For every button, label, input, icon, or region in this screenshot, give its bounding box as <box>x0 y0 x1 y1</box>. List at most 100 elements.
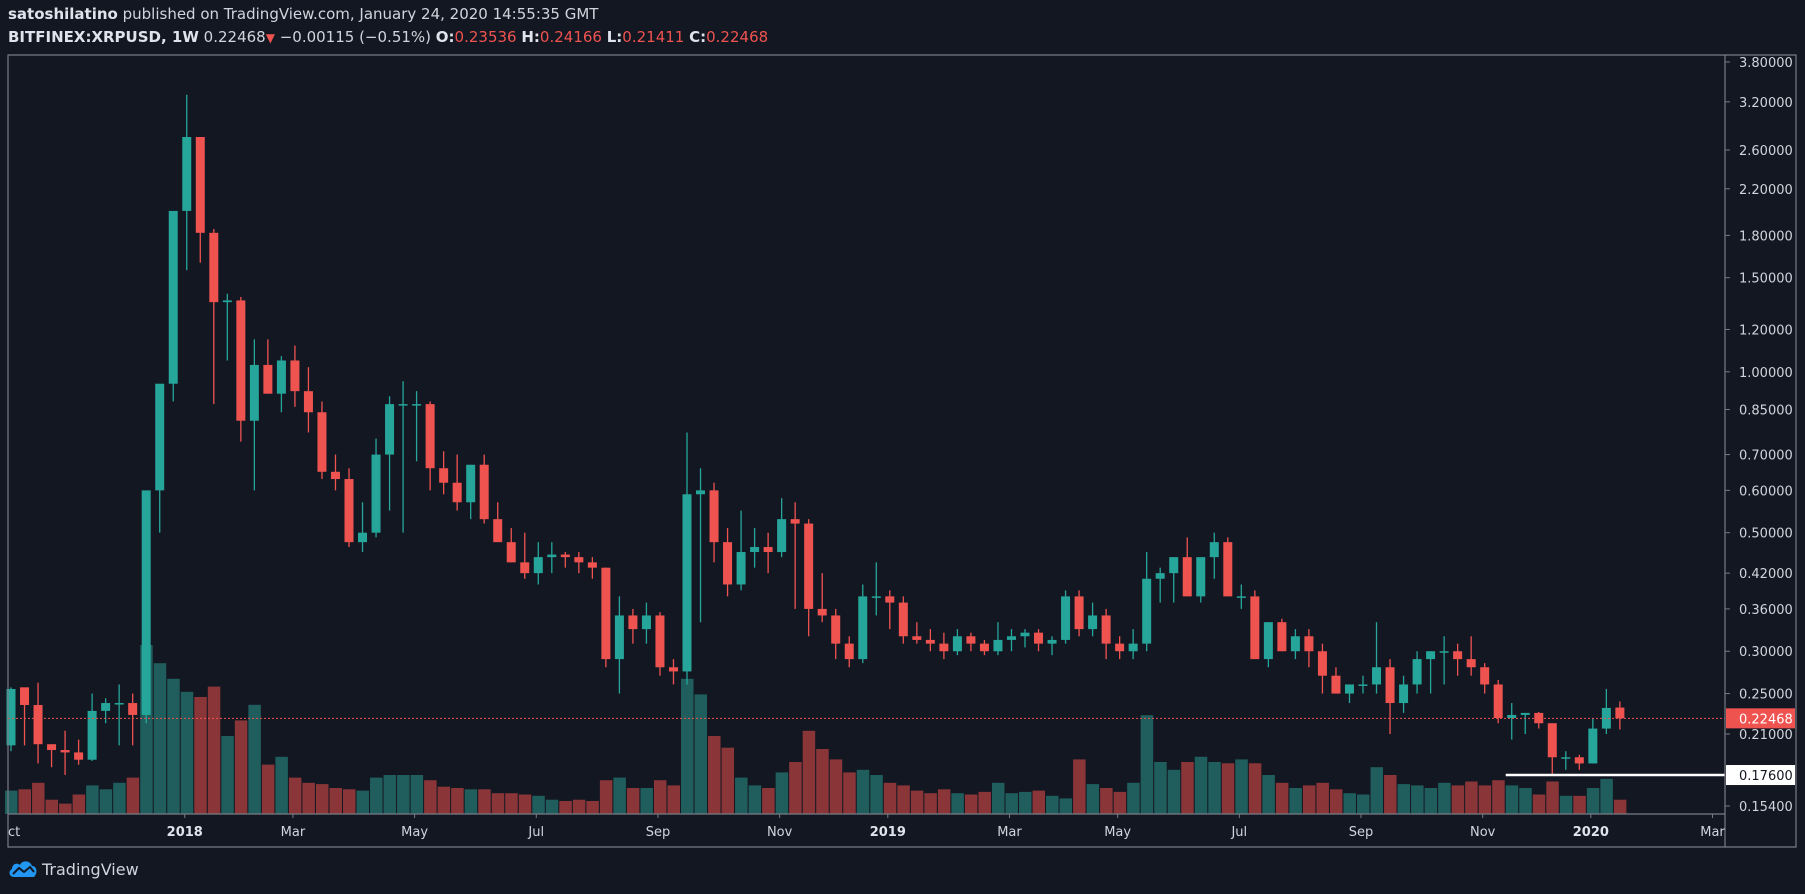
candle-body <box>385 404 395 455</box>
volume-bar <box>356 790 370 814</box>
volume-bars <box>5 645 1627 814</box>
last-price-label: 0.22468 <box>1739 712 1793 727</box>
symbol-legend: BITFINEX:XRPUSD, 1W 0.22468▼ −0.00115 (−… <box>8 28 768 46</box>
time-tick-label: Sep <box>1349 825 1374 840</box>
candle-body <box>1507 714 1517 719</box>
volume-bar <box>586 801 599 814</box>
time-tick-label: Jul <box>527 825 544 840</box>
tradingview-logo[interactable]: TradingView <box>8 859 139 879</box>
volume-bar <box>1221 763 1235 814</box>
volume-bar <box>762 788 775 814</box>
candle-body <box>709 490 719 543</box>
volume-bar <box>532 795 545 814</box>
candle-body <box>655 615 665 668</box>
support-price-label: 0.17600 <box>1739 769 1793 784</box>
candle-body <box>209 232 219 303</box>
candle-body <box>330 471 340 480</box>
candle-body <box>263 364 273 394</box>
low-value: 0.21411 <box>622 28 685 46</box>
price-lines <box>8 717 1725 777</box>
volume-bar <box>1586 788 1600 814</box>
candle-body <box>1101 615 1111 644</box>
candle-body <box>871 596 881 598</box>
volume-bar <box>59 803 72 814</box>
volume-bar <box>1600 778 1613 814</box>
candle-body <box>1061 596 1071 640</box>
volume-bar <box>1411 785 1424 814</box>
price-tick-label: 0.25000 <box>1739 688 1793 703</box>
candle-body <box>1601 707 1611 729</box>
volume-bar <box>978 791 991 814</box>
candle-body <box>1574 757 1584 764</box>
candle-body <box>1223 542 1233 597</box>
volume-bar <box>1370 767 1384 814</box>
volume-bar <box>1275 782 1289 814</box>
candle-body <box>1344 684 1354 694</box>
volume-bar <box>775 772 789 814</box>
candle-body <box>1385 667 1395 704</box>
volume-bar <box>1573 795 1586 814</box>
volume-bar <box>1140 715 1154 814</box>
candle-body <box>844 643 854 660</box>
volume-bar <box>748 785 762 814</box>
time-tick-label: May <box>401 825 428 840</box>
time-tick-label: Mar <box>281 825 306 840</box>
time-tick-label: Nov <box>1470 825 1496 840</box>
candle-body <box>371 454 381 533</box>
candle-body <box>1453 651 1463 660</box>
volume-bar <box>937 789 951 814</box>
volume-bar <box>816 749 829 814</box>
close-label: C: <box>689 28 707 46</box>
volume-bar <box>234 720 248 814</box>
candle-body <box>1182 557 1192 597</box>
volume-bar <box>370 777 383 814</box>
volume-bar <box>343 789 356 814</box>
volume-bar <box>1262 775 1275 814</box>
candle-body <box>1426 651 1436 660</box>
author-name[interactable]: satoshilatino <box>8 5 118 23</box>
volume-bar <box>613 777 626 814</box>
candle-body <box>723 542 733 585</box>
candle-body <box>1196 557 1206 597</box>
time-tick-label: Mar <box>1700 825 1725 840</box>
time-tick-label: Jul <box>1230 825 1247 840</box>
publish-info: satoshilatino published on TradingView.c… <box>8 5 598 23</box>
volume-bar <box>964 794 978 814</box>
volume-bar <box>1438 782 1451 814</box>
candle-body <box>777 519 787 553</box>
volume-bar <box>1384 775 1397 814</box>
axes: 3.80000 3.20000 2.60000 2.20000 1.80000 1.500… <box>7 54 1797 848</box>
price-tick-label: 0.21000 <box>1739 728 1793 743</box>
time-tick-label: ct <box>8 825 20 840</box>
candle-body <box>560 554 570 558</box>
volume-bar <box>194 697 207 814</box>
volume-bar <box>1316 782 1329 814</box>
candle-body <box>141 490 151 715</box>
volume-bar <box>451 788 464 814</box>
candle-body <box>87 710 97 760</box>
volume-bar <box>275 756 288 814</box>
candle-body <box>1290 636 1300 652</box>
time-tick-label: 2020 <box>1573 825 1609 840</box>
volume-bar <box>1167 769 1181 814</box>
candle-body <box>966 636 976 644</box>
volume-bar <box>397 775 410 814</box>
volume-bar <box>545 799 559 814</box>
open-value: 0.23536 <box>454 28 517 46</box>
volume-bar <box>1100 788 1113 814</box>
down-arrow-icon: ▼ <box>265 31 275 45</box>
volume-bar <box>437 786 451 814</box>
price-tick-label: 0.50000 <box>1739 527 1793 542</box>
candle-body <box>276 360 286 394</box>
volume-bar <box>32 782 45 814</box>
candle-body <box>1142 578 1152 644</box>
volume-bar <box>1181 762 1194 814</box>
price-tick-label: 0.85000 <box>1739 404 1793 419</box>
candle-body <box>114 703 124 705</box>
last-price-badge <box>1726 708 1795 729</box>
candle-body <box>979 643 989 652</box>
volume-bar <box>113 782 126 814</box>
candle-body <box>1169 557 1179 574</box>
candle-body <box>290 360 300 392</box>
